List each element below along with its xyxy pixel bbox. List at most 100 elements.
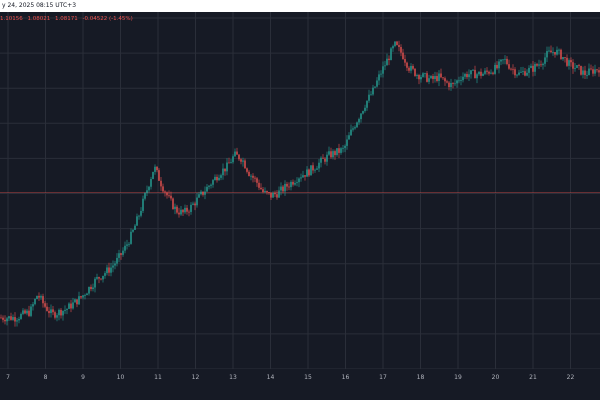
candle-body	[2, 317, 4, 320]
candle-body	[164, 191, 166, 193]
candle-body	[270, 192, 272, 198]
candle-body	[458, 80, 460, 82]
candle-body	[314, 169, 316, 171]
candle-body	[562, 57, 564, 60]
candle-body	[370, 94, 372, 96]
candle-body	[116, 257, 118, 264]
candle-body	[20, 313, 22, 319]
candle-body	[26, 310, 28, 314]
candle-body	[320, 157, 322, 163]
candle-body	[284, 183, 286, 192]
candle-body	[440, 73, 442, 78]
candle-body	[336, 148, 338, 156]
candle-body	[178, 212, 180, 215]
candle-body	[520, 71, 522, 73]
header-datetime: y 24, 2025 08:15 UTC+3	[2, 2, 77, 9]
candle-body	[580, 65, 582, 75]
candle-body	[372, 87, 374, 95]
candle-body	[572, 62, 574, 69]
candle-body	[166, 192, 168, 196]
candle-body	[278, 190, 280, 198]
candle-body	[334, 151, 336, 156]
candle-body	[188, 211, 190, 213]
candle-body	[208, 185, 210, 187]
candle-body	[488, 71, 490, 74]
candle-body	[150, 178, 152, 187]
candle-body	[34, 298, 36, 305]
candle-body	[344, 145, 346, 148]
candle-body	[324, 158, 326, 162]
candle-body	[532, 65, 534, 72]
candle-body	[240, 159, 242, 162]
candle-body	[504, 58, 506, 60]
candle-body	[258, 182, 260, 188]
candle-body	[592, 69, 594, 74]
candle-body	[378, 74, 380, 81]
x-tick-label: 13	[229, 374, 237, 381]
candle-body	[22, 310, 24, 314]
candle-body	[46, 306, 48, 311]
candle-body	[536, 64, 538, 66]
candle-body	[570, 60, 572, 63]
candle-body	[328, 151, 330, 155]
candle-body	[470, 70, 472, 75]
candle-body	[366, 100, 368, 108]
candle-body	[162, 186, 164, 192]
candle-body	[306, 169, 308, 177]
candle-body	[60, 309, 62, 316]
candle-body	[196, 197, 198, 206]
candle-body	[96, 277, 98, 279]
candle-body	[44, 303, 46, 307]
candle-body	[80, 296, 82, 298]
candle-body	[396, 41, 398, 46]
x-tick-label: 14	[266, 374, 275, 381]
candle-body	[82, 295, 84, 298]
candle-body	[194, 203, 196, 206]
candle-body	[522, 71, 524, 73]
candle-body	[14, 317, 16, 322]
candle-body	[538, 64, 540, 66]
candle-body	[242, 160, 244, 162]
candle-body	[404, 59, 406, 63]
candle-body	[464, 74, 466, 77]
candle-body	[114, 263, 116, 266]
candle-body	[382, 66, 384, 74]
candle-body	[364, 107, 366, 112]
candle-body	[330, 151, 332, 158]
candle-body	[300, 177, 302, 179]
candle-body	[406, 62, 408, 68]
candle-body	[72, 302, 74, 309]
candle-body	[42, 296, 44, 304]
candle-body	[112, 265, 114, 268]
candle-body	[360, 113, 362, 120]
time-axis[interactable]: 7 8 9 10 11 12 13 14 15 16 17 18 19 20 21 22	[0, 369, 600, 400]
x-tick-label: 18	[416, 374, 425, 381]
candle-body	[106, 267, 108, 274]
candle-body	[204, 191, 206, 195]
candle-body	[226, 162, 228, 172]
candle-body	[92, 287, 94, 290]
candle-body	[254, 177, 256, 179]
candle-body	[0, 317, 2, 319]
x-tick-label: 22	[566, 374, 575, 381]
candle-body	[388, 58, 390, 61]
candle-body	[512, 68, 514, 70]
x-tick-label: 11	[154, 374, 162, 381]
candle-body	[144, 193, 146, 199]
candle-body	[492, 72, 494, 74]
candle-body	[262, 189, 264, 193]
candle-body	[224, 168, 226, 172]
candle-body	[296, 182, 298, 184]
candle-body	[182, 209, 184, 213]
candle-body	[6, 318, 8, 322]
candle-body	[550, 50, 552, 53]
candle-body	[394, 41, 396, 47]
candle-body	[132, 229, 134, 232]
candle-body	[126, 244, 128, 246]
candle-body	[260, 187, 262, 190]
candle-body	[434, 76, 436, 80]
candle-body	[276, 194, 278, 198]
candle-body	[500, 59, 502, 62]
